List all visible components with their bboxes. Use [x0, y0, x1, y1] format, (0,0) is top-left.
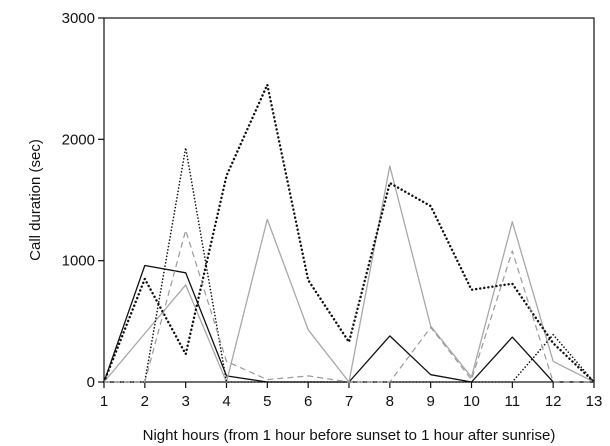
x-tick-label: 2 [141, 393, 149, 410]
series-line-1 [103, 264, 594, 383]
y-tick-label: 3000 [62, 10, 95, 27]
x-tick-label: 8 [386, 393, 394, 410]
x-tick-label: 12 [545, 393, 562, 410]
x-tick-label: 3 [181, 393, 189, 410]
series-layer [102, 83, 596, 384]
x-tick-label: 7 [345, 393, 353, 410]
x-tick-label: 9 [426, 393, 434, 410]
series-line-5 [104, 229, 594, 383]
y-axis-ticks: 0 1000 2000 3000 [62, 10, 104, 391]
y-axis-label: Call duration (sec) [27, 139, 44, 261]
y-tick-label: 0 [87, 374, 95, 391]
series-line-4 [103, 147, 595, 383]
x-tick-label: 1 [100, 393, 108, 410]
x-tick-label: 11 [505, 393, 521, 410]
x-tick-label: 13 [586, 393, 603, 410]
y-tick-label: 2000 [62, 131, 95, 148]
x-tick-label: 5 [263, 393, 271, 410]
plot-frame [103, 17, 595, 383]
x-axis-ticks: 1 2 3 4 5 6 7 8 9 10 11 12 13 [100, 382, 603, 410]
x-axis-label: Night hours (from 1 hour before sunset t… [143, 427, 556, 444]
x-tick-label: 6 [304, 393, 312, 410]
x-tick-label: 4 [222, 393, 230, 410]
series-line-3 [102, 83, 596, 384]
y-tick-label: 1000 [62, 253, 95, 270]
x-tick-label: 10 [463, 393, 480, 410]
